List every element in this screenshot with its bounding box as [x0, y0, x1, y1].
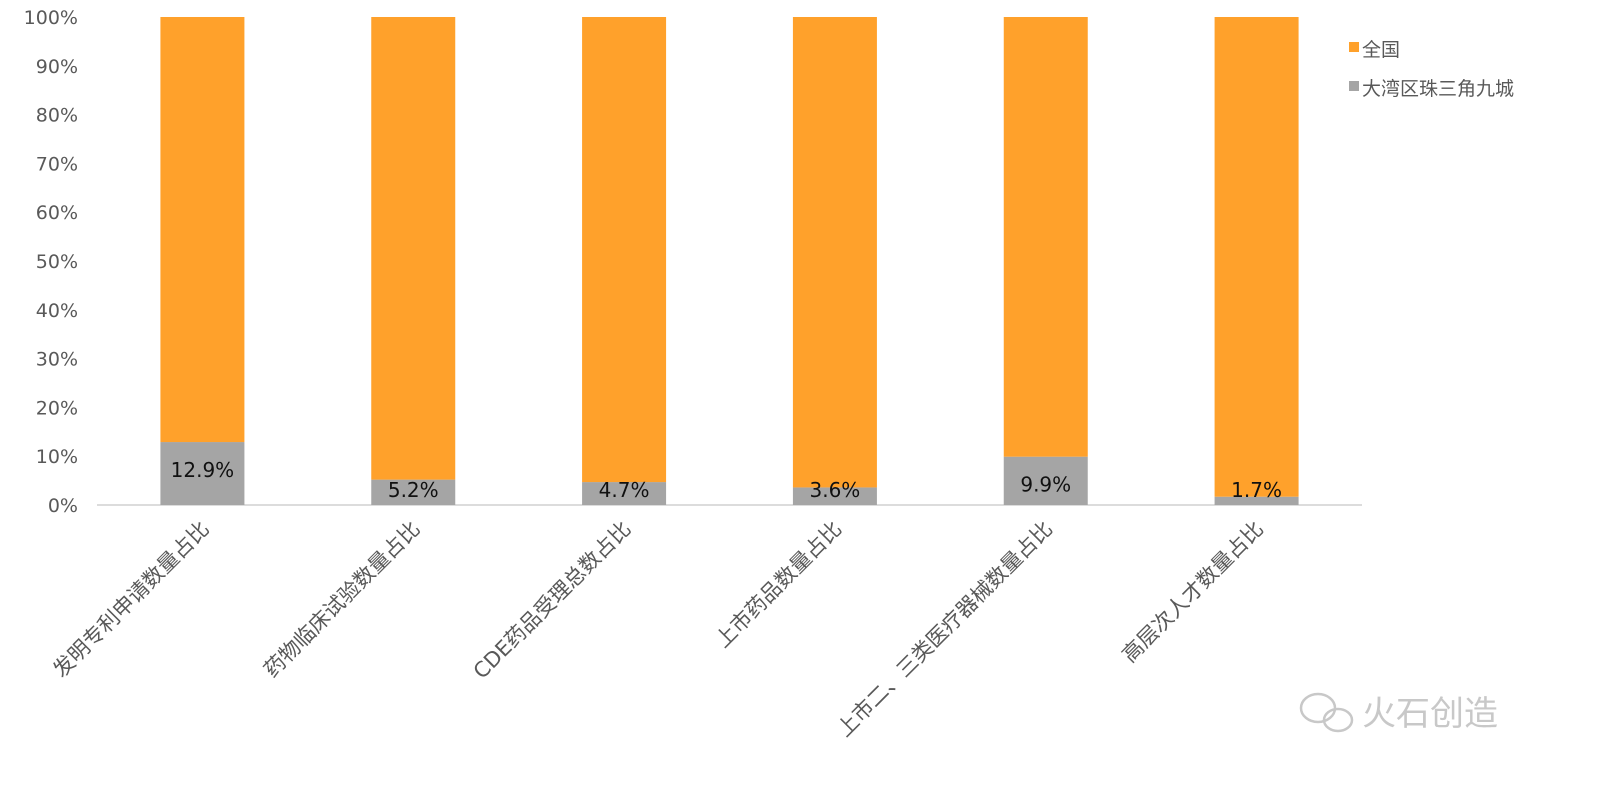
legend-swatch	[1349, 42, 1359, 52]
y-tick-label: 10%	[36, 446, 78, 468]
legend-swatch	[1349, 81, 1359, 91]
bar-segment-gba	[371, 479, 456, 505]
y-tick-label: 50%	[36, 251, 78, 273]
x-category-label: CDE药品受理总数占比	[469, 517, 636, 684]
y-tick-label: 80%	[36, 105, 78, 127]
y-tick-label: 40%	[36, 300, 78, 322]
data-label: 12.9%	[171, 458, 235, 482]
x-category-label: 上市二、三类医疗器械数量占比	[832, 517, 1057, 742]
bar-segment-gba	[1214, 496, 1299, 505]
bar-segment-gba	[792, 487, 877, 505]
y-tick-label: 60%	[36, 202, 78, 224]
y-tick-label: 30%	[36, 349, 78, 371]
x-category-label: 发明专利申请数量占比	[48, 517, 213, 682]
y-tick-label: 90%	[36, 56, 78, 78]
bar-segment-national	[792, 17, 877, 488]
x-category-label: 高层次人才数量占比	[1118, 517, 1269, 668]
data-label: 3.6%	[810, 478, 861, 502]
bar-segment-national	[1214, 17, 1299, 497]
watermark: 火石创造	[1299, 692, 1498, 734]
watermark-text: 火石创造	[1362, 694, 1498, 734]
y-tick-label: 100%	[24, 7, 78, 29]
x-category-label: 上市药品数量占比	[711, 517, 847, 653]
bar-segment-gba	[1003, 456, 1088, 505]
legend-label: 全国	[1362, 39, 1400, 61]
bar-segment-national	[160, 17, 245, 443]
wechat-icon	[1299, 692, 1354, 733]
data-label: 5.2%	[388, 478, 439, 502]
y-tick-label: 20%	[36, 397, 78, 419]
y-tick-label: 70%	[36, 153, 78, 175]
y-tick-label: 0%	[48, 495, 78, 517]
bar-segment-national	[1003, 17, 1088, 457]
data-label: 9.9%	[1020, 473, 1071, 497]
bar-segment-national	[371, 17, 456, 480]
x-category-label: 药物临床试验数量占比	[259, 517, 424, 682]
data-label: 4.7%	[599, 478, 650, 502]
bar-segment-gba	[582, 482, 667, 505]
bar-segment-gba	[160, 442, 245, 505]
bar-segment-national	[582, 17, 667, 483]
data-label: 1.7%	[1231, 478, 1282, 502]
legend-label: 大湾区珠三角九城	[1362, 78, 1514, 100]
